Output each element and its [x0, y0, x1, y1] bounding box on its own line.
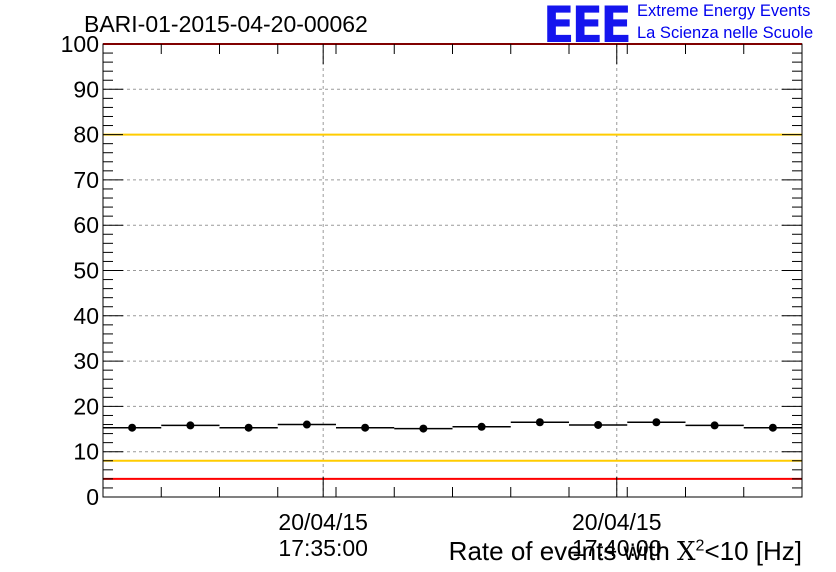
data-point [128, 423, 137, 432]
chi-symbol: X [677, 537, 696, 567]
y-tick-label: 60 [73, 212, 99, 238]
data-point [477, 422, 486, 431]
threshold-lines [103, 43, 802, 480]
plot-frame [102, 43, 803, 498]
data-point [361, 423, 370, 432]
x-tick-time: 17:40:00 [572, 535, 662, 561]
y-tick-label: 40 [73, 303, 99, 329]
x-axis-title-pre: Rate of events with [448, 536, 678, 566]
y-tick-label: 50 [73, 258, 99, 284]
data-point [710, 421, 719, 430]
x-tick-time: 17:35:00 [278, 535, 368, 561]
y-tick-label: 90 [73, 76, 99, 102]
y-tick-label: 80 [73, 122, 99, 148]
y-tick-label: 30 [73, 348, 99, 374]
y-tick-label: 100 [61, 31, 99, 57]
data-point [535, 418, 544, 427]
axis-ticks [103, 43, 802, 498]
data-point [244, 423, 253, 432]
data-points [103, 418, 802, 433]
y-tick-label: 20 [73, 393, 99, 419]
chi-exponent: 2 [695, 537, 705, 555]
data-point [768, 423, 777, 432]
y-tick-label: 10 [73, 439, 99, 465]
data-point [186, 421, 195, 430]
data-point [419, 424, 428, 433]
data-point [594, 420, 603, 429]
y-tick-labels: 0 10 20 30 40 50 60 70 80 90 100 [61, 31, 99, 510]
run-title: BARI-01-2015-04-20-00062 [84, 11, 368, 37]
grid-lines [103, 44, 802, 497]
logo-line-1: Extreme Energy Events [637, 2, 811, 20]
x-tick-date: 20/04/15 [278, 509, 368, 535]
y-tick-label: 70 [73, 167, 99, 193]
data-point [302, 420, 311, 429]
x-axis-title-post: <10 [Hz] [704, 536, 802, 566]
data-point [652, 418, 661, 427]
y-tick-label: 0 [86, 484, 99, 510]
logo-line-2: La Scienza nelle Scuole [637, 24, 814, 42]
eee-logo: EEE [543, 0, 632, 54]
x-axis-title: Rate of events with X2<10 [Hz] [449, 536, 802, 567]
x-tick-date: 20/04/15 [572, 509, 662, 535]
